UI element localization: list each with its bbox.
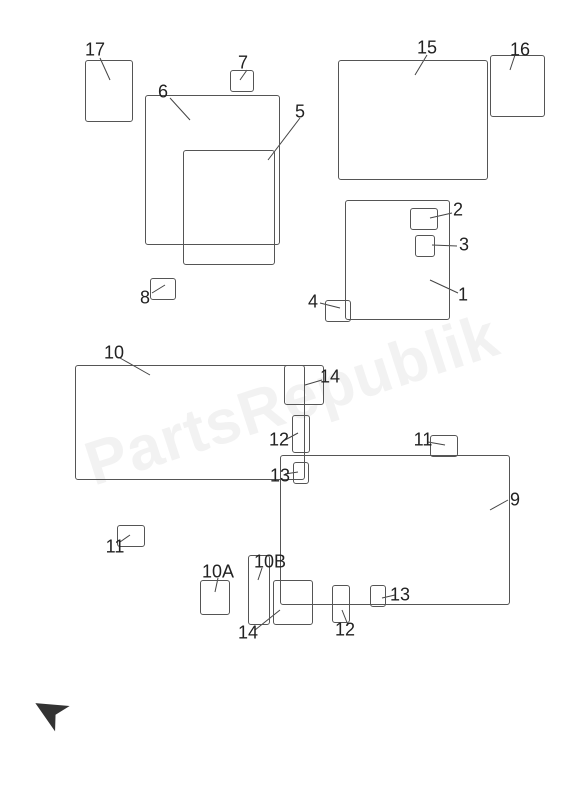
- part-bolt-8: [150, 278, 176, 300]
- part-seal-12b: [332, 585, 350, 623]
- diagram-canvas: PartsRepublik ➤ 176751516231481014121113…: [0, 0, 584, 800]
- orientation-arrow-icon: ➤: [19, 680, 79, 746]
- callout-4: 4: [308, 292, 318, 313]
- callout-1: 1: [458, 285, 468, 306]
- callout-10: 10: [104, 343, 124, 364]
- callout-3: 3: [459, 235, 469, 256]
- callout-8: 8: [140, 288, 150, 309]
- part-plug-cap-14b: [273, 580, 313, 625]
- part-bolt-11b: [430, 435, 458, 457]
- part-ecu-15: [338, 60, 488, 180]
- part-connector-16: [490, 55, 545, 117]
- part-plug-cap-14a: [284, 365, 324, 405]
- part-bolt-11a: [117, 525, 145, 547]
- part-label-17: [85, 60, 133, 122]
- part-fuse-3: [415, 235, 435, 257]
- part-coil-lead-10: [75, 365, 305, 480]
- part-screw-4: [325, 300, 351, 322]
- part-rectifier-5: [183, 150, 275, 265]
- callout-9: 9: [510, 490, 520, 511]
- part-terminal-13a: [293, 462, 309, 484]
- part-fuse-2: [410, 208, 438, 230]
- part-terminal-13b: [370, 585, 386, 607]
- callout-2: 2: [453, 200, 463, 221]
- callout-17: 17: [85, 40, 105, 61]
- part-coil-lead-9: [280, 455, 510, 605]
- callout-5: 5: [295, 102, 305, 123]
- callout-14: 14: [238, 623, 258, 644]
- callout-15: 15: [417, 38, 437, 59]
- part-tie-10B: [248, 555, 270, 625]
- part-seal-12a: [292, 415, 310, 453]
- part-clamp-10A: [200, 580, 230, 615]
- part-screw-7: [230, 70, 254, 92]
